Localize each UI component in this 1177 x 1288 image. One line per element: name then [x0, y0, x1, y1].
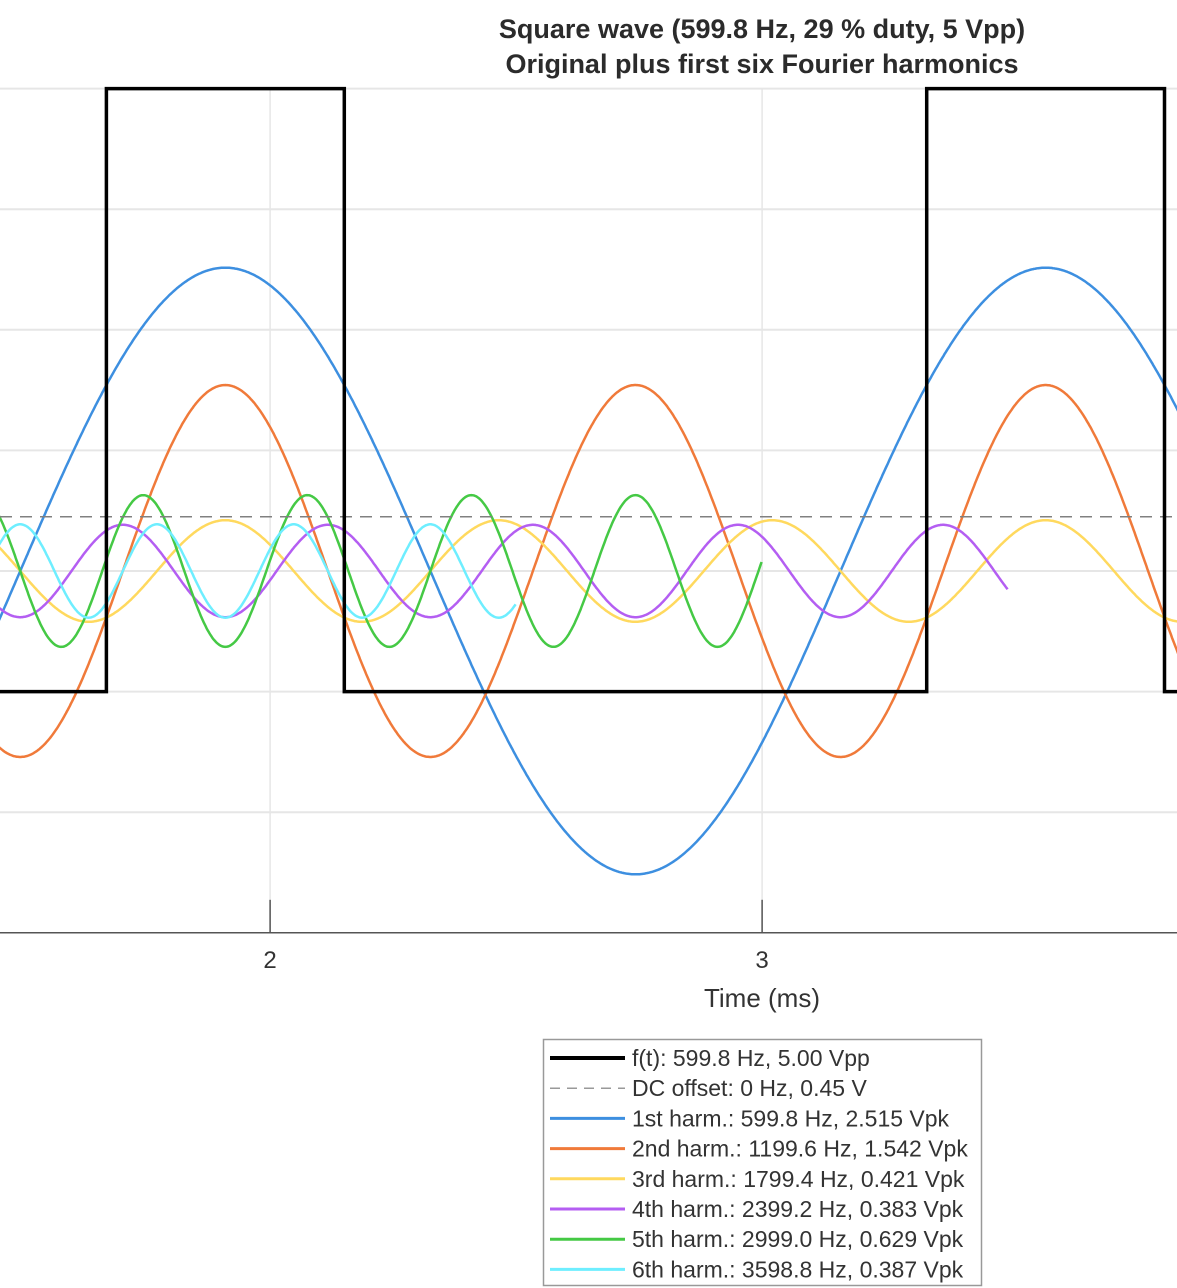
- x-tick-label-3: 3: [755, 947, 768, 974]
- legend-label-square: f(t): 599.8 Hz, 5.00 Vpp: [632, 1045, 870, 1071]
- harmonic-4-line: [0, 523, 1009, 619]
- x-axis-label: Time (ms): [704, 983, 820, 1013]
- legend-box: [542, 1038, 983, 1287]
- chart-title-line-2: Original plus first six Fourier harmonic…: [505, 49, 1018, 79]
- legend-label-harmonic-1: 1st harm.: 599.8 Hz, 2.515 Vpk: [632, 1105, 950, 1131]
- square-wave-line: [0, 86, 1177, 694]
- legend-label-harmonic-5: 5th harm.: 2999.0 Hz, 0.629 Vpk: [632, 1226, 964, 1252]
- series-layer: [0, 86, 1177, 876]
- legend-label-dc: DC offset: 0 Hz, 0.45 V: [632, 1075, 867, 1101]
- harmonic-6-line: [0, 523, 517, 619]
- legend-label-harmonic-6: 6th harm.: 3598.8 Hz, 0.387 Vpk: [632, 1256, 964, 1282]
- x-tick-label-2: 2: [263, 947, 276, 974]
- legend: f(t): 599.8 Hz, 5.00 Vpp DC offset: 0 Hz,…: [542, 1038, 983, 1287]
- grid: [0, 87, 1177, 933]
- x-axis: [0, 899, 1177, 934]
- legend-label-harmonic-2: 2nd harm.: 1199.6 Hz, 1.542 Vpk: [632, 1136, 968, 1162]
- legend-label-harmonic-3: 3rd harm.: 1799.4 Hz, 0.421 Vpk: [632, 1166, 965, 1192]
- legend-label-harmonic-4: 4th harm.: 2399.2 Hz, 0.383 Vpk: [632, 1196, 964, 1222]
- harmonic-1-line: [0, 266, 1177, 876]
- chart-title-line-1: Square wave (599.8 Hz, 29 % duty, 5 Vpp): [499, 14, 1025, 44]
- harmonic-2-line: [0, 383, 1177, 759]
